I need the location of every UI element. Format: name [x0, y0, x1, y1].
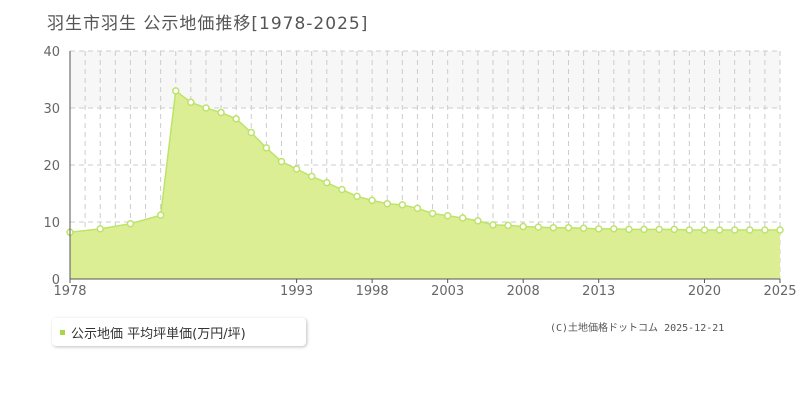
chart-title: 羽生市羽生 公示地価推移[1978-2025] [47, 14, 369, 34]
data-point [202, 104, 210, 112]
legend-label: 公示地価 平均坪単価(万円/坪) [71, 326, 246, 342]
data-point [292, 165, 301, 173]
data-point [474, 217, 482, 225]
data-point [776, 226, 784, 234]
data-point [579, 224, 588, 233]
data-point [187, 98, 195, 107]
x-tick-label: 2008 [507, 284, 540, 299]
data-point [670, 225, 679, 234]
x-tick-label: 1978 [53, 284, 86, 299]
data-point [247, 128, 256, 137]
data-point [338, 185, 346, 194]
series-area [70, 90, 780, 280]
data-point [368, 196, 376, 205]
data-point [277, 157, 286, 166]
data-point [549, 223, 558, 232]
data-point [459, 214, 467, 222]
data-point [398, 201, 407, 209]
data-point [685, 226, 694, 234]
data-point [156, 211, 165, 219]
data-point [730, 226, 739, 234]
data-point [323, 178, 331, 187]
data-point [428, 209, 437, 218]
data-point [96, 225, 104, 233]
y-tick-label: 20 [43, 159, 60, 174]
x-tick-label: 2020 [688, 284, 721, 299]
data-point [746, 226, 754, 234]
x-tick-label: 2025 [763, 284, 796, 299]
data-point [640, 225, 648, 234]
x-tick-label: 2003 [431, 284, 464, 299]
data-point [610, 225, 618, 233]
data-point [655, 225, 663, 234]
data-point [353, 192, 361, 201]
data-point [126, 219, 135, 228]
data-point [307, 172, 316, 181]
data-point [715, 226, 724, 234]
data-point [761, 226, 769, 234]
data-point [262, 144, 271, 152]
data-point [519, 222, 527, 231]
data-point [383, 200, 391, 208]
plot-band [70, 51, 780, 108]
data-point [217, 108, 225, 117]
y-tick-label: 30 [43, 102, 60, 117]
data-point [594, 225, 603, 233]
data-point [232, 115, 240, 123]
x-tick-label: 2013 [582, 284, 615, 299]
legend-swatch [60, 329, 65, 335]
data-point [625, 225, 633, 234]
data-point [413, 204, 422, 213]
legend: 公示地価 平均坪単価(万円/坪) [52, 318, 306, 346]
data-point [443, 211, 452, 220]
data-point [504, 221, 512, 230]
data-point [564, 223, 573, 232]
data-point [534, 223, 543, 231]
data-point [489, 221, 497, 229]
y-tick-label: 0 [52, 273, 60, 288]
credit-text: (C)土地価格ドットコム 2025-12-21 [550, 323, 725, 334]
data-point [700, 226, 709, 234]
y-tick-label: 40 [43, 45, 60, 60]
data-point [171, 87, 180, 95]
x-tick-label: 1998 [356, 284, 389, 299]
x-tick-label: 1993 [280, 284, 313, 299]
y-tick-label: 10 [43, 216, 60, 231]
